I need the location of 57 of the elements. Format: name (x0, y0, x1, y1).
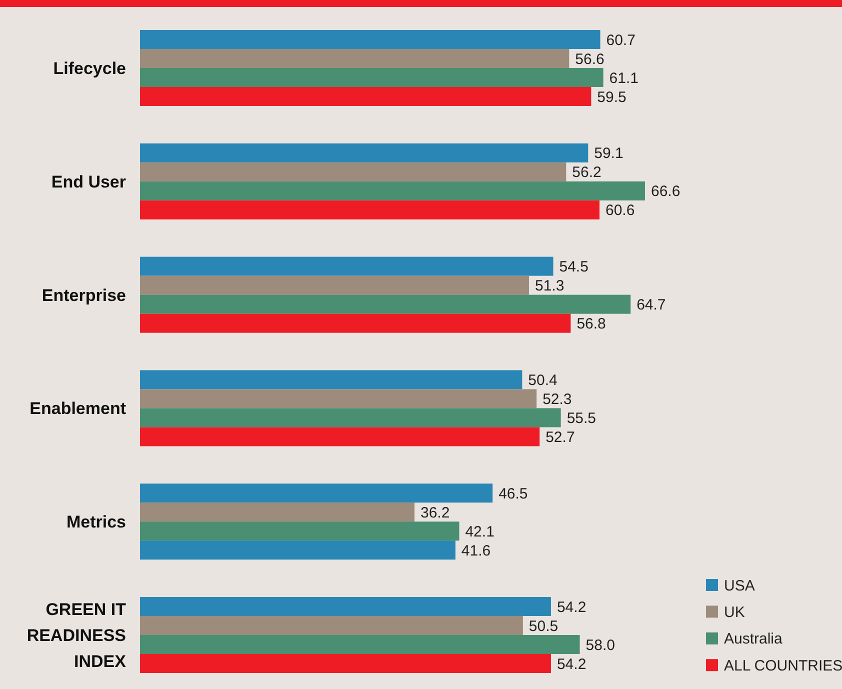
data-label: 60.6 (606, 202, 635, 220)
legend-label: ALL COUNTRIES (724, 657, 842, 674)
data-label: 54.2 (556, 598, 586, 616)
data-label: 56.6 (575, 50, 604, 68)
data-label: 52.3 (542, 390, 572, 408)
data-label: 54.2 (556, 656, 586, 673)
y-tick-label: Lifecycle (53, 58, 126, 78)
bar (140, 616, 523, 635)
data-label: 50.4 (528, 372, 558, 389)
bar (140, 87, 592, 106)
bar (140, 294, 631, 314)
bar (140, 276, 529, 295)
data-label: 42.1 (465, 523, 494, 540)
bar (140, 200, 600, 220)
bar (140, 68, 604, 87)
y-tick-label: Metrics (66, 512, 126, 532)
data-label: 58.0 (586, 636, 615, 654)
bar (140, 256, 554, 276)
bar (140, 502, 414, 522)
bar (140, 49, 570, 68)
bar (140, 370, 522, 390)
data-label: 64.7 (636, 296, 666, 314)
data-label: 54.5 (559, 258, 588, 276)
data-label: 50.5 (528, 618, 558, 635)
bar (140, 522, 460, 541)
bar (140, 635, 580, 654)
data-label: 66.6 (651, 183, 680, 200)
bar (140, 30, 600, 49)
data-label: 61.1 (609, 70, 638, 87)
bar (140, 181, 645, 200)
data-label: 41.6 (461, 542, 491, 560)
bar (140, 143, 588, 162)
data-label: 60.7 (606, 32, 636, 49)
data-label: 56.2 (572, 164, 602, 182)
data-label: 59.1 (594, 145, 624, 162)
y-tick-label: Enterprise (42, 286, 126, 305)
bar (140, 654, 551, 673)
legend-label: USA (724, 577, 755, 594)
bar (140, 389, 537, 408)
data-label: 56.8 (576, 316, 606, 333)
legend-label: Australia (724, 630, 784, 648)
legend-label: UK (724, 604, 745, 621)
data-label: 59.5 (597, 88, 626, 106)
data-label: 36.2 (420, 504, 450, 522)
data-label: 55.5 (566, 410, 596, 427)
bar (140, 484, 493, 503)
data-label: 52.7 (546, 428, 575, 446)
data-label: 51.3 (534, 278, 564, 295)
bar (140, 597, 551, 616)
bar (140, 427, 540, 446)
y-tick-label: GREEN IT READINESS INDEX (26, 600, 127, 671)
bar (140, 314, 571, 333)
bar (140, 408, 561, 428)
bar (140, 162, 566, 182)
data-label: 46.5 (498, 485, 528, 502)
y-tick-label: End User (51, 172, 126, 192)
y-tick-label: Enablement (30, 399, 126, 418)
